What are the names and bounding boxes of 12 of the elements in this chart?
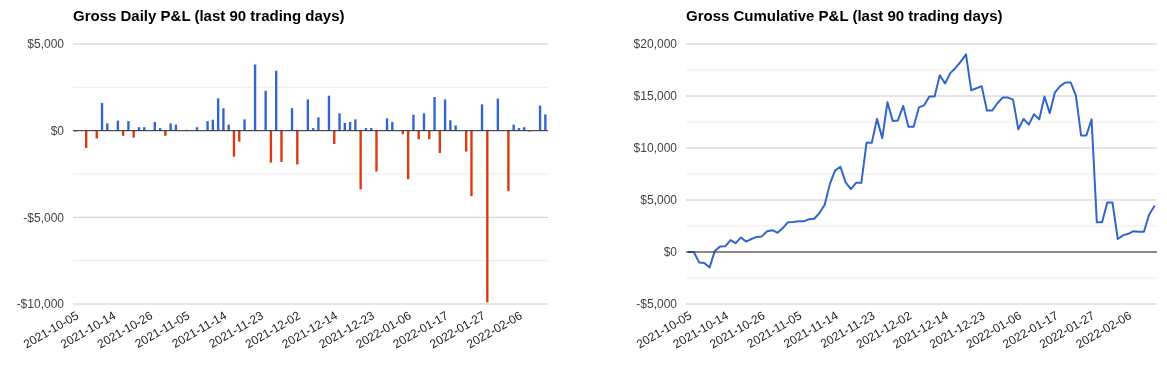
y-tick-label: $5,000 xyxy=(640,193,678,208)
y-tick-label: $15,000 xyxy=(633,89,678,104)
y-tick-label: $20,000 xyxy=(633,37,678,52)
y-tick-label: -$5,000 xyxy=(23,210,65,225)
chart-title: Gross Cumulative P&L (last 90 trading days) xyxy=(686,7,1003,24)
y-tick-label: $10,000 xyxy=(633,141,678,156)
y-tick-label: -$10,000 xyxy=(16,297,65,312)
y-tick-label: $0 xyxy=(50,123,65,138)
chart-title: Gross Daily P&L (last 90 trading days) xyxy=(73,7,345,24)
y-tick-label: $0 xyxy=(663,245,678,260)
y-tick-label: -$5,000 xyxy=(636,297,678,312)
y-tick-label: $5,000 xyxy=(27,37,65,52)
